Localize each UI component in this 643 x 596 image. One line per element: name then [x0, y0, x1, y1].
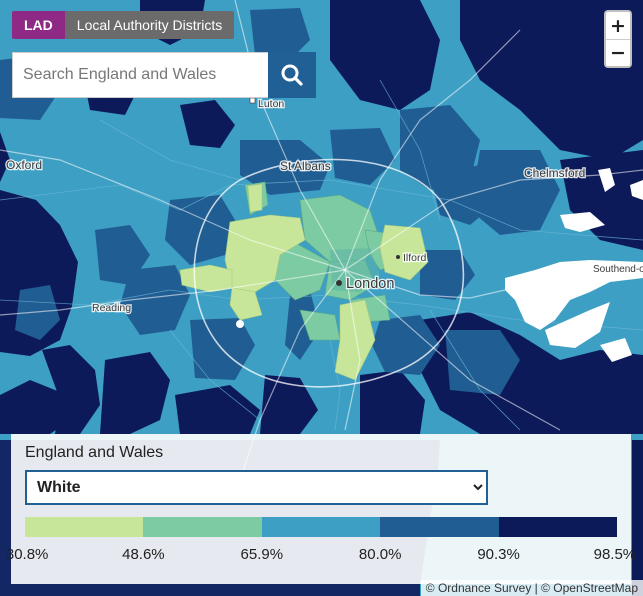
- legend-break-5: 98.5%: [593, 546, 637, 563]
- legend-swatch-3: [261, 517, 381, 537]
- thames-estuary: [236, 168, 643, 362]
- legend-swatch-5: [498, 517, 618, 537]
- layer-code-label: LAD: [12, 11, 65, 39]
- legend-break-labels: 30.8% 48.6% 65.9% 80.0% 90.3% 98.5%: [6, 546, 636, 566]
- place-label-oxford: Oxford: [6, 158, 42, 172]
- variable-select[interactable]: White: [25, 470, 488, 505]
- place-label-ilford: Ilford: [403, 252, 427, 264]
- place-label-st-albans: St Albans: [280, 159, 331, 173]
- search-input[interactable]: [12, 52, 268, 98]
- legend-break-1: 48.6%: [122, 546, 165, 563]
- road-network: [0, 0, 643, 481]
- legend-break-2: 65.9%: [240, 546, 284, 563]
- search-button[interactable]: [268, 52, 316, 98]
- legend-color-scale: [25, 517, 618, 537]
- place-label-southend: Southend-o: [593, 264, 643, 275]
- zoom-out-button[interactable]: −: [606, 39, 630, 66]
- map-attribution[interactable]: © Ordnance Survey | © OpenStreetMap: [420, 580, 643, 596]
- district-borders: [0, 79, 643, 431]
- ilford-marker: [396, 255, 400, 259]
- band-yellow-green: [179, 183, 429, 381]
- layer-badge: LAD Local Authority Districts: [12, 11, 235, 39]
- legend-swatch-2: [143, 517, 262, 537]
- place-label-luton: Luton: [258, 98, 284, 110]
- luton-marker: [249, 97, 256, 104]
- legend-break-0: 30.8%: [5, 546, 49, 563]
- legend-swatch-4: [380, 517, 499, 537]
- legend-swatch-1: [25, 517, 144, 537]
- place-labels: Luton Oxford St Albans Chelmsford Ilford…: [5, 97, 643, 316]
- motorway-ring: [193, 158, 465, 388]
- legend-break-4: 90.3%: [477, 546, 520, 563]
- legend-panel: England and Wales White 30.8% 48.6% 65.9% 8…: [6, 434, 636, 584]
- zoom-control: + −: [604, 10, 632, 68]
- legend-break-3: 80.0%: [358, 546, 402, 563]
- legend-title: England and Wales: [25, 444, 164, 461]
- search-bar: [12, 52, 316, 98]
- place-label-reading: Reading: [92, 302, 131, 314]
- central-london-area: [330, 248, 380, 292]
- layer-name-label: Local Authority Districts: [64, 11, 235, 39]
- search-icon: [281, 64, 303, 86]
- place-label-london: London: [346, 276, 394, 292]
- london-marker: [336, 280, 342, 286]
- place-label-chelmsford: Chelmsford: [524, 166, 585, 180]
- zoom-in-button[interactable]: +: [606, 12, 630, 39]
